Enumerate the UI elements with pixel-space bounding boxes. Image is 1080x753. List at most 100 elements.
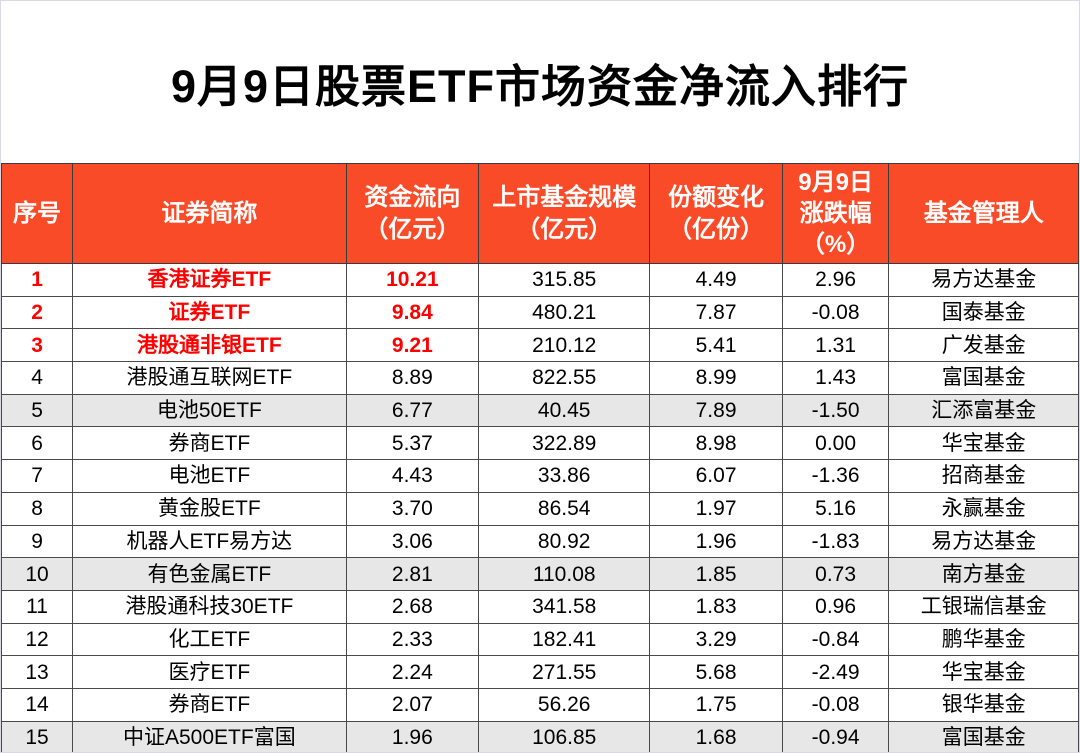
cell-manager: 南方基金 [888, 557, 1079, 591]
cell-fund-size: 341.58 [478, 589, 651, 624]
cell-fund-flow: 3.70 [345, 491, 480, 526]
cell-share-change: 6.07 [649, 459, 783, 493]
table-row: 14 券商ETF 2.07 56.26 1.75 -0.08 银华基金 [1, 687, 1079, 722]
page-title: 9月9日股票ETF市场资金净流入排行 [170, 60, 910, 112]
cell-share-change: 1.96 [649, 524, 783, 559]
cell-fund-size: 480.21 [478, 295, 651, 330]
cell-pct-change: 0.00 [781, 426, 890, 461]
cell-fund-size: 106.85 [478, 720, 651, 752]
cell-pct-change: -2.49 [781, 655, 890, 689]
cell-fund-size: 271.55 [478, 655, 651, 689]
cell-rank: 9 [1, 524, 74, 559]
cell-name: 机器人ETF易方达 [72, 524, 347, 559]
cell-manager: 鹏华基金 [888, 622, 1079, 657]
cell-fund-flow: 8.89 [345, 361, 480, 395]
table-row: 8 黄金股ETF 3.70 86.54 1.97 5.16 永赢基金 [1, 491, 1079, 526]
cell-fund-size: 40.45 [478, 393, 651, 428]
cell-name: 化工ETF [72, 622, 347, 657]
table-row: 9 机器人ETF易方达 3.06 80.92 1.96 -1.83 易方达基金 [1, 524, 1079, 559]
cell-fund-flow: 9.21 [345, 328, 480, 363]
cell-fund-size: 322.89 [478, 426, 651, 461]
cell-rank: 1 [1, 263, 74, 297]
cell-rank: 3 [1, 328, 74, 363]
title-band: 9月9日股票ETF市场资金净流入排行 [1, 1, 1079, 163]
cell-name: 券商ETF [72, 687, 347, 722]
cell-fund-size: 182.41 [478, 622, 651, 657]
cell-rank: 2 [1, 295, 74, 330]
table-row: 3 港股通非银ETF 9.21 210.12 5.41 1.31 广发基金 [1, 328, 1079, 363]
cell-manager: 易方达基金 [888, 524, 1079, 559]
cell-name: 有色金属ETF [72, 557, 347, 591]
column-header-fund-flow: 资金流向 （亿元） [345, 163, 480, 264]
cell-manager: 招商基金 [888, 459, 1079, 493]
cell-pct-change: 1.31 [781, 328, 890, 363]
table-row: 11 港股通科技30ETF 2.68 341.58 1.83 0.96 工银瑞信基金 [1, 589, 1079, 624]
cell-fund-size: 80.92 [478, 524, 651, 559]
table-header: 序号 证券简称 资金流向 （亿元） 上市基金规模 （亿元） 份额变化 （亿份） … [1, 163, 1079, 264]
table-row: 7 电池ETF 4.43 33.86 6.07 -1.36 招商基金 [1, 459, 1079, 493]
cell-fund-flow: 5.37 [345, 426, 480, 461]
cell-rank: 14 [1, 687, 74, 722]
cell-rank: 8 [1, 491, 74, 526]
table-body: 1 香港证券ETF 10.21 315.85 4.49 2.96 易方达基金 2 证券ETF 9.… [1, 263, 1079, 752]
cell-rank: 4 [1, 361, 74, 395]
cell-rank: 10 [1, 557, 74, 591]
cell-manager: 汇添富基金 [888, 393, 1079, 428]
cell-manager: 工银瑞信基金 [888, 589, 1079, 624]
column-header-manager: 基金管理人 [888, 163, 1079, 264]
cell-fund-flow: 2.68 [345, 589, 480, 624]
cell-manager: 易方达基金 [888, 263, 1079, 297]
cell-share-change: 7.87 [649, 295, 783, 330]
cell-fund-size: 822.55 [478, 361, 651, 395]
cell-manager: 国泰基金 [888, 295, 1079, 330]
cell-pct-change: -1.83 [781, 524, 890, 559]
cell-fund-size: 315.85 [478, 263, 651, 297]
cell-share-change: 5.41 [649, 328, 783, 363]
cell-rank: 11 [1, 589, 74, 624]
cell-share-change: 8.99 [649, 361, 783, 395]
cell-fund-flow: 4.43 [345, 459, 480, 493]
cell-fund-flow: 3.06 [345, 524, 480, 559]
cell-rank: 13 [1, 655, 74, 689]
header-row: 序号 证券简称 资金流向 （亿元） 上市基金规模 （亿元） 份额变化 （亿份） … [1, 163, 1079, 264]
cell-manager: 华宝基金 [888, 426, 1079, 461]
column-header-name: 证券简称 [72, 163, 347, 264]
cell-manager: 广发基金 [888, 328, 1079, 363]
column-header-rank: 序号 [1, 163, 74, 264]
cell-share-change: 7.89 [649, 393, 783, 428]
cell-share-change: 1.68 [649, 720, 783, 752]
cell-pct-change: 5.16 [781, 491, 890, 526]
cell-fund-flow: 10.21 [345, 263, 480, 297]
cell-fund-size: 210.12 [478, 328, 651, 363]
cell-fund-flow: 2.24 [345, 655, 480, 689]
cell-pct-change: 2.96 [781, 263, 890, 297]
cell-share-change: 1.85 [649, 557, 783, 591]
cell-pct-change: -0.84 [781, 622, 890, 657]
cell-pct-change: -0.08 [781, 295, 890, 330]
table-row: 10 有色金属ETF 2.81 110.08 1.85 0.73 南方基金 [1, 557, 1079, 591]
cell-name: 证券ETF [72, 295, 347, 330]
cell-name: 港股通互联网ETF [72, 361, 347, 395]
cell-name: 香港证券ETF [72, 263, 347, 297]
cell-manager: 华宝基金 [888, 655, 1079, 689]
cell-fund-size: 33.86 [478, 459, 651, 493]
cell-name: 黄金股ETF [72, 491, 347, 526]
cell-share-change: 4.49 [649, 263, 783, 297]
column-header-pct-change: 9月9日 涨跌幅 （%） [781, 163, 890, 264]
table-row: 13 医疗ETF 2.24 271.55 5.68 -2.49 华宝基金 [1, 655, 1079, 689]
cell-rank: 6 [1, 426, 74, 461]
cell-fund-flow: 9.84 [345, 295, 480, 330]
etf-flow-table: 序号 证券简称 资金流向 （亿元） 上市基金规模 （亿元） 份额变化 （亿份） … [1, 163, 1079, 752]
cell-fund-size: 56.26 [478, 687, 651, 722]
table-row: 6 券商ETF 5.37 322.89 8.98 0.00 华宝基金 [1, 426, 1079, 461]
cell-pct-change: -0.08 [781, 687, 890, 722]
cell-rank: 7 [1, 459, 74, 493]
cell-share-change: 1.75 [649, 687, 783, 722]
cell-fund-size: 110.08 [478, 557, 651, 591]
cell-share-change: 5.68 [649, 655, 783, 689]
cell-pct-change: 0.73 [781, 557, 890, 591]
cell-share-change: 8.98 [649, 426, 783, 461]
cell-pct-change: -1.36 [781, 459, 890, 493]
cell-share-change: 1.97 [649, 491, 783, 526]
